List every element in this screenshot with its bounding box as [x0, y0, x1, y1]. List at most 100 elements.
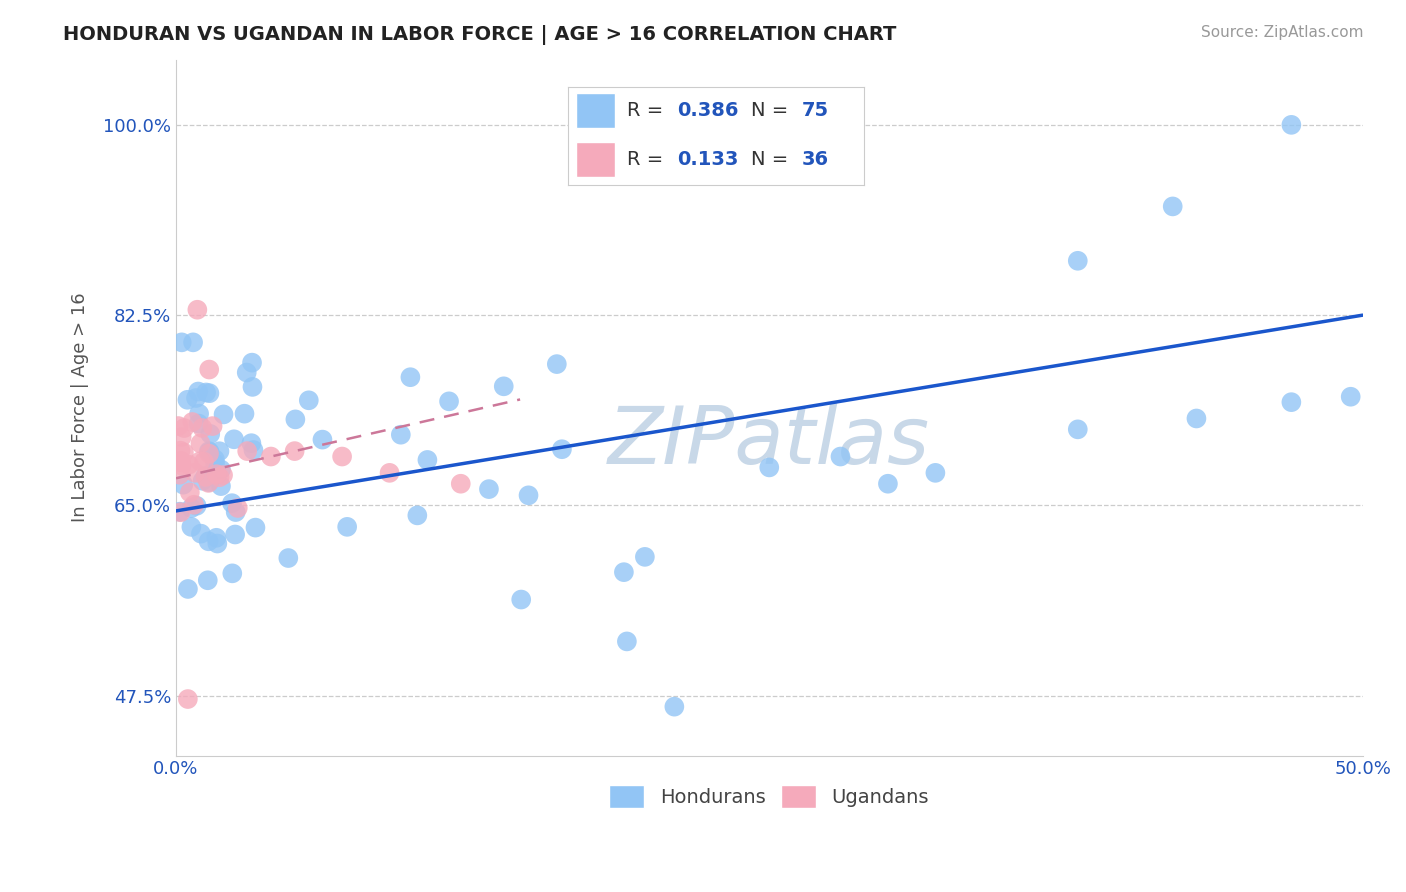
Point — [169, 505, 191, 519]
Point — [389, 427, 412, 442]
Point — [240, 356, 263, 370]
Point — [197, 475, 219, 490]
Point — [1067, 422, 1090, 436]
Point — [191, 474, 214, 488]
Point — [183, 498, 205, 512]
Point — [416, 453, 439, 467]
Point — [180, 501, 202, 516]
Point — [378, 466, 401, 480]
Point — [224, 527, 246, 541]
Point — [188, 407, 211, 421]
Point — [188, 454, 211, 468]
Point — [197, 534, 219, 549]
Point — [208, 470, 231, 484]
Point — [198, 447, 221, 461]
Legend: Hondurans, Ugandans: Hondurans, Ugandans — [602, 778, 936, 815]
Point — [616, 634, 638, 648]
Point — [204, 457, 226, 471]
Point — [437, 394, 460, 409]
Point — [191, 421, 214, 435]
Point — [330, 450, 353, 464]
Point — [284, 412, 307, 426]
Point — [225, 505, 247, 519]
Point — [180, 520, 202, 534]
Point — [221, 566, 243, 581]
Point — [1279, 395, 1302, 409]
Point — [170, 454, 193, 468]
Point — [924, 466, 946, 480]
Point — [177, 458, 200, 472]
Point — [184, 466, 207, 480]
Point — [758, 460, 780, 475]
Point — [613, 565, 636, 579]
Point — [546, 357, 568, 371]
Point — [167, 419, 190, 434]
Point — [260, 450, 283, 464]
Point — [201, 419, 224, 434]
Point — [186, 302, 208, 317]
Point — [1161, 199, 1184, 213]
Point — [399, 370, 422, 384]
Point — [173, 445, 195, 459]
Point — [450, 476, 472, 491]
Point — [212, 408, 235, 422]
Point — [204, 452, 226, 467]
Point — [169, 505, 191, 519]
Point — [242, 443, 264, 458]
Point — [187, 384, 209, 399]
Point — [226, 500, 249, 515]
Point — [197, 574, 219, 588]
Point — [207, 536, 229, 550]
Point — [284, 444, 307, 458]
Point — [551, 442, 574, 457]
Point — [177, 692, 200, 706]
Point — [222, 432, 245, 446]
Point — [510, 592, 533, 607]
Point — [190, 436, 212, 450]
Point — [1185, 411, 1208, 425]
Point — [170, 430, 193, 444]
Point — [311, 433, 333, 447]
Point — [298, 393, 321, 408]
Point — [245, 520, 267, 534]
Point — [181, 415, 204, 429]
Text: Source: ZipAtlas.com: Source: ZipAtlas.com — [1201, 25, 1364, 40]
Point — [1340, 390, 1362, 404]
Point — [664, 699, 686, 714]
Point — [236, 444, 259, 458]
Point — [194, 470, 217, 484]
Point — [1279, 118, 1302, 132]
Point — [240, 436, 263, 450]
Point — [181, 335, 204, 350]
Point — [198, 445, 221, 459]
Point — [170, 335, 193, 350]
Point — [492, 379, 515, 393]
Point — [198, 444, 221, 458]
Point — [173, 421, 195, 435]
Point — [169, 455, 191, 469]
Point — [198, 475, 221, 489]
Point — [235, 366, 257, 380]
Point — [186, 499, 208, 513]
Point — [194, 469, 217, 483]
Point — [169, 443, 191, 458]
Point — [478, 482, 501, 496]
Point — [208, 444, 231, 458]
Point — [176, 392, 198, 407]
Point — [200, 426, 222, 441]
Point — [1067, 253, 1090, 268]
Point — [198, 362, 221, 376]
Point — [198, 386, 221, 401]
Point — [169, 467, 191, 482]
Point — [877, 476, 900, 491]
Y-axis label: In Labor Force | Age > 16: In Labor Force | Age > 16 — [72, 293, 89, 523]
Point — [184, 391, 207, 405]
Point — [187, 417, 209, 431]
Point — [205, 531, 228, 545]
Point — [277, 551, 299, 566]
Point — [190, 526, 212, 541]
Point — [233, 407, 256, 421]
Point — [406, 508, 429, 523]
Point — [209, 462, 232, 476]
Point — [242, 380, 264, 394]
